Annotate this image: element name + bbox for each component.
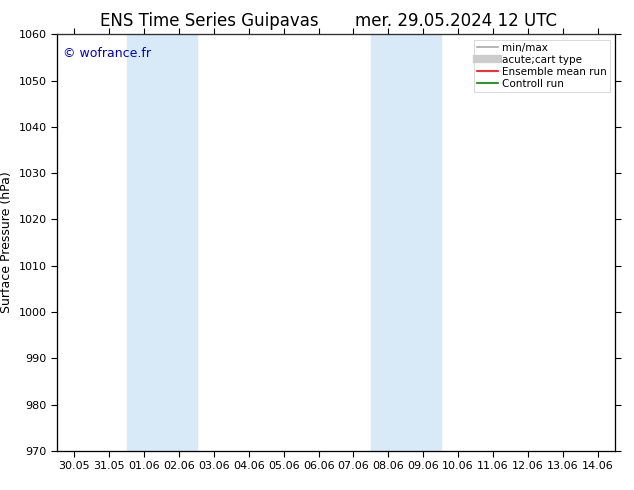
Text: ENS Time Series Guipavas: ENS Time Series Guipavas (100, 12, 318, 30)
Text: mer. 29.05.2024 12 UTC: mer. 29.05.2024 12 UTC (356, 12, 557, 30)
Bar (371, 34, 441, 451)
Bar (127, 34, 197, 451)
Legend: min/max, acute;cart type, Ensemble mean run, Controll run: min/max, acute;cart type, Ensemble mean … (474, 40, 610, 92)
Text: © wofrance.fr: © wofrance.fr (63, 47, 151, 60)
Y-axis label: Surface Pressure (hPa): Surface Pressure (hPa) (0, 172, 13, 314)
